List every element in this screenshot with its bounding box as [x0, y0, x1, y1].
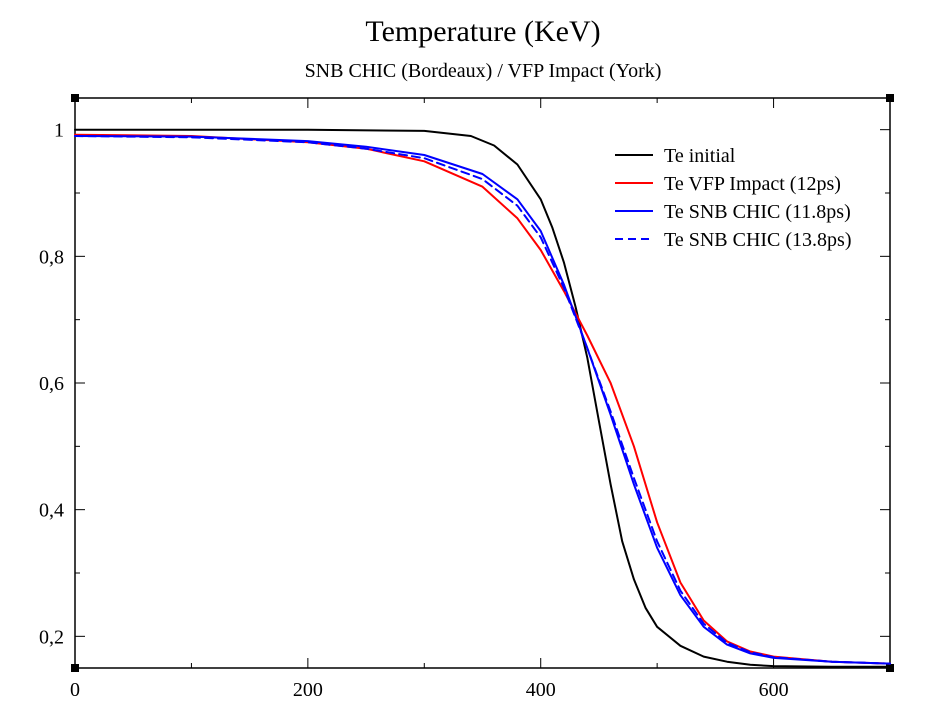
y-tick-label: 0,2 [39, 626, 64, 648]
legend: Te initial Te VFP Impact (12ps) Te SNB CHI… [615, 145, 852, 251]
x-tick-label: 400 [526, 679, 556, 701]
legend-label-1: Te initial [664, 145, 736, 167]
y-tick-label: 0,8 [39, 246, 64, 268]
chart-title: Temperature (KeV) [365, 15, 600, 48]
legend-label-3: Te SNB CHIC (11.8ps) [664, 201, 851, 223]
series-line-4 [74, 135, 891, 665]
legend-label-2: Te VFP Impact (12ps) [664, 173, 841, 195]
chart-subtitle: SNB CHIC (Bordeaux) / VFP Impact (York) [305, 60, 662, 82]
series-lines [74, 128, 891, 668]
y-tick-label: 0,4 [39, 500, 64, 522]
y-tick-label: 1 [54, 120, 64, 142]
series-line-1 [74, 128, 891, 668]
x-tick-label: 0 [70, 679, 80, 701]
x-tick-label: 600 [759, 679, 789, 701]
y-tick-label: 0,6 [39, 373, 64, 395]
axis-ticks: 0 200 400 600 0,2 0,4 0,6 0,8 1 [39, 98, 891, 701]
x-tick-label: 200 [293, 679, 323, 701]
legend-label-4: Te SNB CHIC (13.8ps) [664, 229, 852, 251]
